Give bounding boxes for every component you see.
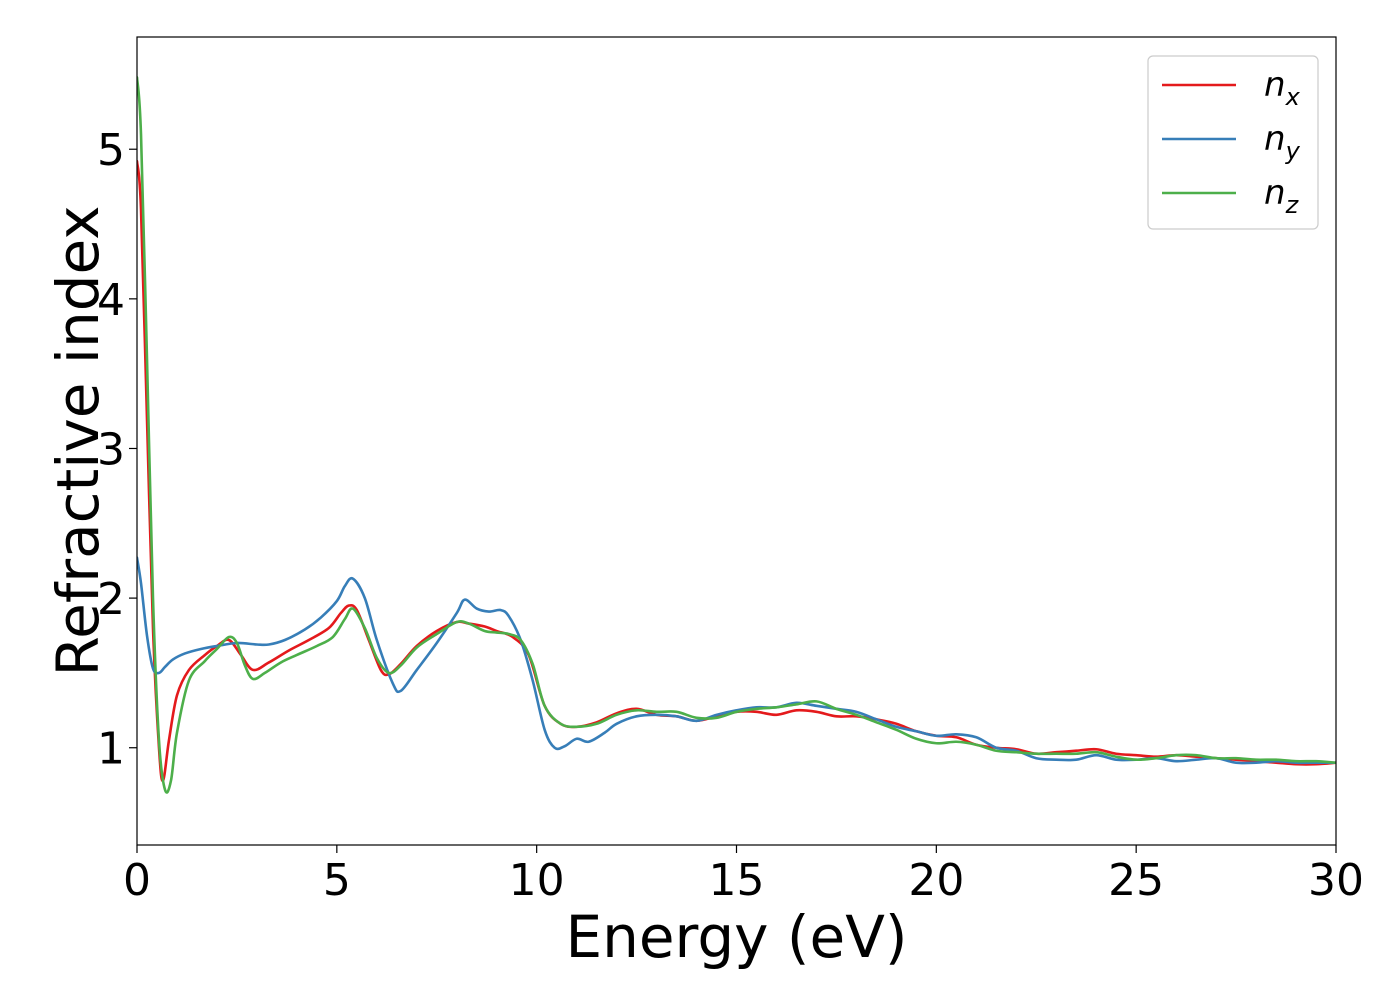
legend-label-nx: nx bbox=[1264, 65, 1301, 111]
legend-label-ny: ny bbox=[1264, 119, 1301, 165]
plot-area bbox=[136, 36, 1337, 846]
x-tick-label: 5 bbox=[323, 855, 351, 906]
x-axis-ticks: 0 5 10 15 20 25 30 bbox=[123, 845, 1364, 906]
x-tick-label: 30 bbox=[1308, 855, 1364, 906]
x-tick-label: 20 bbox=[908, 855, 964, 906]
series-line-nz bbox=[137, 76, 1336, 794]
y-tick-label: 2 bbox=[97, 574, 125, 625]
y-tick-label: 5 bbox=[97, 125, 125, 176]
y-tick-label: 1 bbox=[97, 724, 125, 775]
y-tick-label: 3 bbox=[97, 424, 125, 475]
x-tick-label: 25 bbox=[1108, 855, 1164, 906]
y-axis-label: Refractive index bbox=[44, 205, 112, 676]
x-tick-label: 10 bbox=[509, 855, 565, 906]
series-line-ny bbox=[137, 556, 1336, 765]
y-axis-ticks: 1 2 3 4 5 bbox=[97, 125, 137, 775]
x-tick-label: 0 bbox=[123, 855, 151, 906]
legend-box bbox=[1147, 55, 1319, 230]
x-axis-label: Energy (eV) bbox=[565, 903, 907, 971]
series-layer bbox=[137, 76, 1336, 794]
x-tick-label: 15 bbox=[709, 855, 765, 906]
y-tick-label: 4 bbox=[97, 275, 125, 326]
